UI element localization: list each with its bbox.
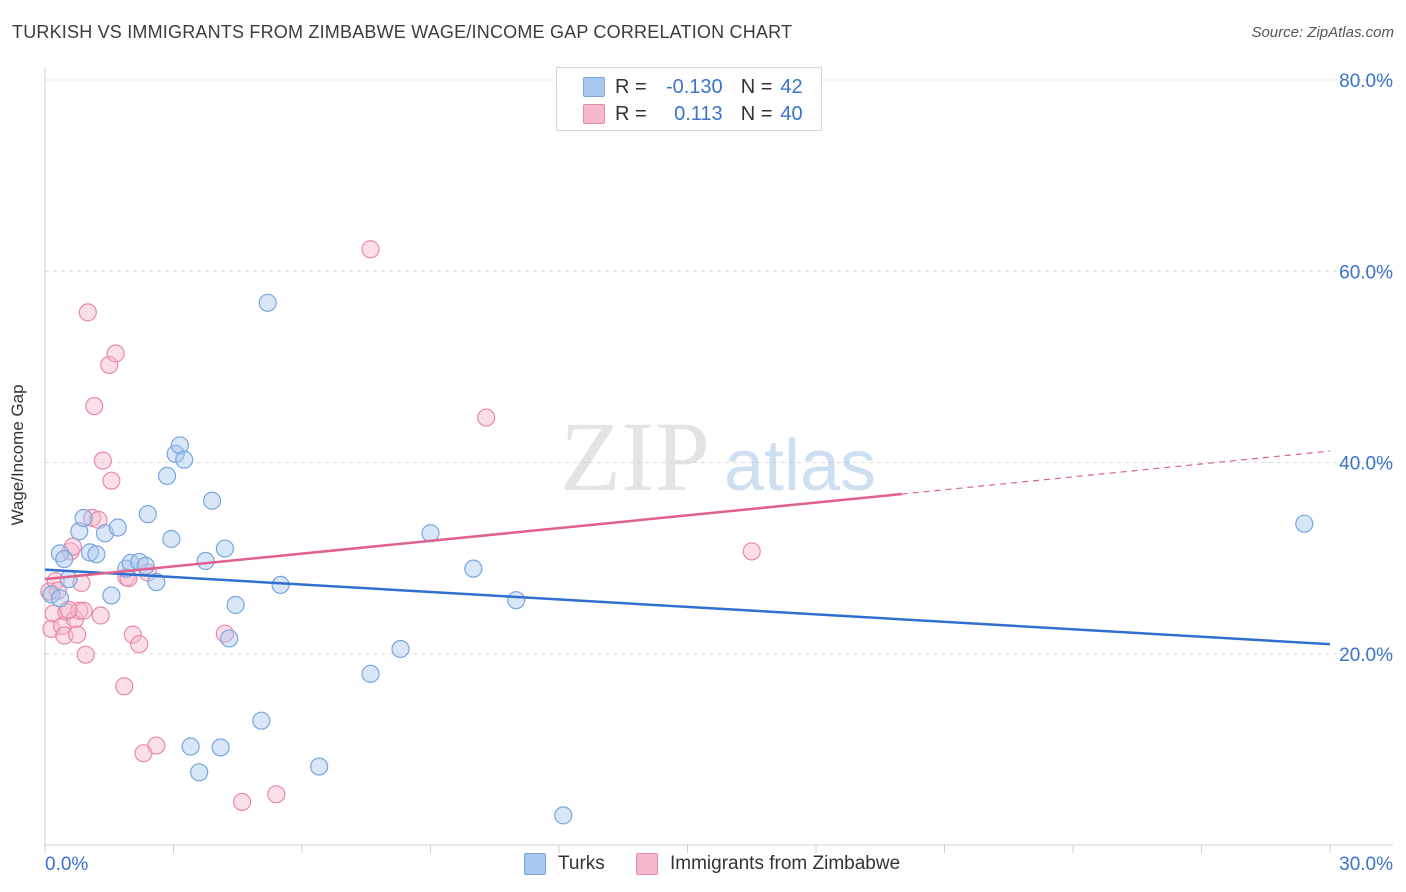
y-tick-label: 40.0% (1339, 454, 1393, 475)
turks-point (138, 505, 157, 524)
turks-point (108, 518, 127, 537)
turks-point (202, 491, 222, 510)
turks-point (80, 543, 100, 562)
stats-row-turks: R = -0.130 N = 42 (583, 74, 803, 100)
turks-point (74, 508, 93, 528)
legend-item-zimbabwe[interactable]: Immigrants from Zimbabwe (636, 851, 900, 877)
turks-point (70, 522, 89, 541)
zimbabwe-point (232, 792, 252, 812)
zimbabwe-point (76, 645, 95, 664)
x-tick-label: 0.0% (45, 854, 88, 875)
watermark-zip: ZIP (560, 401, 710, 512)
turks-point (361, 664, 380, 683)
zimbabwe-point (147, 736, 166, 755)
y-axis-label: Wage/Income Gap (8, 384, 27, 526)
zimbabwe-trend-line (44, 492, 902, 581)
chart-title: TURKISH VS IMMIGRANTS FROM ZIMBABWE WAGE… (12, 22, 793, 42)
r-label: R = (615, 75, 647, 98)
turks-point (211, 738, 230, 757)
zimbabwe-point (55, 626, 74, 645)
turks-point (220, 629, 239, 648)
n-value: 40 (780, 102, 803, 125)
turks-point (310, 757, 329, 776)
turks-point (196, 551, 215, 571)
turks-point (147, 572, 166, 592)
legend-label-turks: Turks (558, 853, 605, 874)
series-turks-points (42, 293, 1314, 825)
turks-point (42, 585, 61, 604)
zimbabwe-trend-extension (901, 450, 1331, 495)
turks-point (391, 639, 410, 659)
turks-point (258, 293, 277, 312)
zimbabwe-point (130, 635, 149, 654)
axes (44, 68, 1393, 853)
turks-swatch (583, 77, 605, 97)
r-value: -0.130 (665, 75, 723, 98)
turks-point (50, 589, 70, 608)
turks-point (59, 570, 78, 589)
trend-lines (44, 450, 1331, 646)
turks-point (226, 595, 245, 615)
zimbabwe-point (115, 677, 134, 696)
zimbabwe-point (267, 785, 286, 804)
turks-point (175, 450, 194, 469)
series-zimbabwe-points (40, 240, 761, 812)
zimbabwe-point (742, 542, 761, 561)
zimbabwe-point (74, 601, 93, 620)
stats-box: R = -0.130 N = 42 R = 0.113 N = 40 (556, 67, 822, 131)
zimbabwe-point (106, 344, 125, 363)
y-tick-label: 80.0% (1339, 71, 1393, 92)
turks-point (55, 549, 74, 569)
zimbabwe-swatch (583, 104, 605, 124)
zimbabwe-point (123, 625, 142, 644)
zimbabwe-legend-swatch (636, 853, 658, 875)
zimbabwe-point (93, 451, 112, 470)
zimbabwe-point (85, 396, 104, 416)
turks-point (162, 529, 181, 549)
zimbabwe-point (477, 408, 496, 427)
turks-point (554, 806, 573, 825)
r-label: R = (615, 102, 647, 125)
turks-point (271, 575, 290, 595)
turks-point (181, 737, 200, 756)
n-label: N = (740, 75, 773, 98)
zimbabwe-point (102, 471, 121, 490)
turks-point (190, 763, 209, 782)
zimbabwe-point (78, 303, 97, 322)
source-label: Source: ZipAtlas.com (1251, 24, 1394, 41)
turks-point (507, 591, 526, 610)
x-tick-label: 30.0% (1339, 854, 1393, 875)
gridlines (45, 79, 1393, 655)
legend-item-turks[interactable]: Turks (524, 851, 605, 877)
turks-point (136, 556, 155, 575)
turks-point (215, 539, 234, 558)
y-tick-label: 20.0% (1339, 645, 1393, 666)
turks-point (102, 586, 121, 605)
tick-labels: 20.0% 40.0% 60.0% 80.0% 0.0% 30.0% (45, 71, 1393, 875)
n-label: N = (740, 102, 773, 125)
zimbabwe-point (361, 240, 380, 259)
y-tick-label: 60.0% (1339, 262, 1393, 283)
turks-point (170, 436, 190, 455)
turks-trend-line (44, 568, 1331, 646)
turks-point (1295, 514, 1314, 533)
zimbabwe-point (100, 355, 119, 375)
watermark: ZIP atlas (560, 401, 876, 512)
zimbabwe-point (91, 606, 110, 625)
r-value: 0.113 (674, 102, 723, 125)
turks-point (87, 545, 106, 564)
n-value: 42 (780, 75, 803, 98)
zimbabwe-point (68, 625, 87, 644)
watermark-atlas: atlas (724, 426, 876, 506)
legend-label-zimbabwe: Immigrants from Zimbabwe (670, 853, 901, 874)
turks-point (252, 711, 271, 730)
stats-row-zimbabwe: R = 0.113 N = 40 (583, 101, 803, 127)
turks-point (464, 559, 483, 578)
turks-legend-swatch (524, 853, 546, 875)
turks-point (157, 466, 177, 485)
